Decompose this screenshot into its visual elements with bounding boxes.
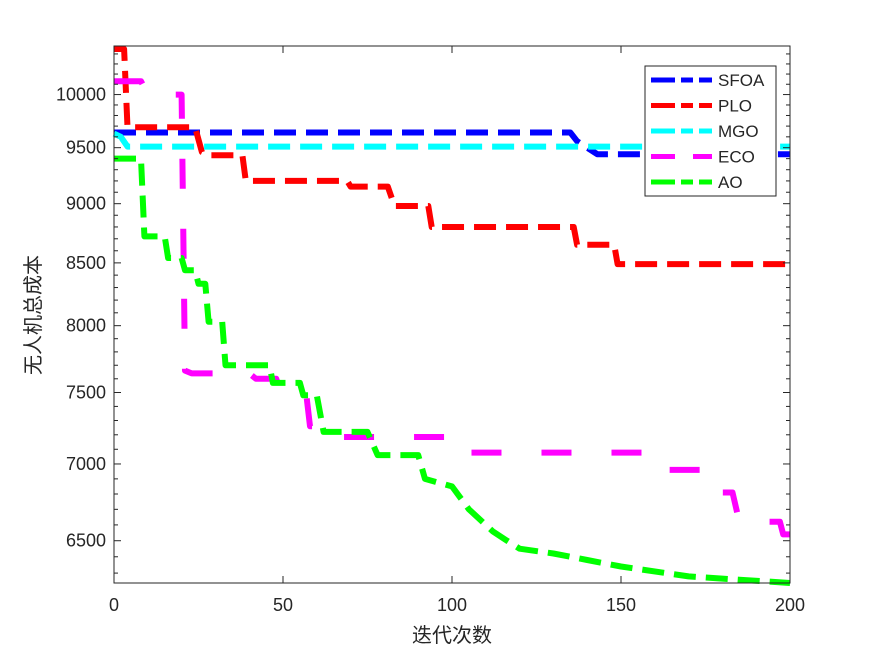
series-line-mgo	[112, 130, 790, 150]
y-tick-label: 9500	[66, 138, 106, 158]
legend-label-ao: AO	[718, 173, 743, 192]
y-tick-label: 7000	[66, 454, 106, 474]
y-tick-label: 7500	[66, 383, 106, 403]
x-axis-label: 迭代次数	[412, 624, 492, 647]
x-tick-label: 200	[775, 595, 805, 615]
series-line-plo	[114, 46, 790, 268]
x-tick-label: 100	[437, 595, 467, 615]
y-axis-label: 无人机总成本	[22, 255, 45, 375]
y-tick-label: 6500	[66, 531, 106, 551]
series-line-eco	[114, 78, 790, 538]
legend-label-plo: PLO	[718, 97, 752, 116]
y-tick-label: 8500	[66, 253, 106, 273]
ticks-layer: 0 50 100 150 200 6500 7000 7500 8000 8500 9000 9500…	[56, 46, 805, 615]
x-tick-label: 0	[109, 595, 119, 615]
y-tick-label: 9000	[66, 194, 106, 214]
x-tick-label: 150	[606, 595, 636, 615]
legend: SFOA PLO MGO ECO AO	[644, 65, 777, 197]
legend-label-sfoa: SFOA	[718, 71, 765, 90]
y-tick-label: 10000	[56, 85, 106, 105]
legend-label-eco: ECO	[718, 148, 755, 167]
legend-label-mgo: MGO	[718, 122, 759, 141]
y-tick-label: 8000	[66, 316, 106, 336]
series-line-ao	[114, 155, 791, 586]
x-tick-label: 50	[273, 595, 293, 615]
